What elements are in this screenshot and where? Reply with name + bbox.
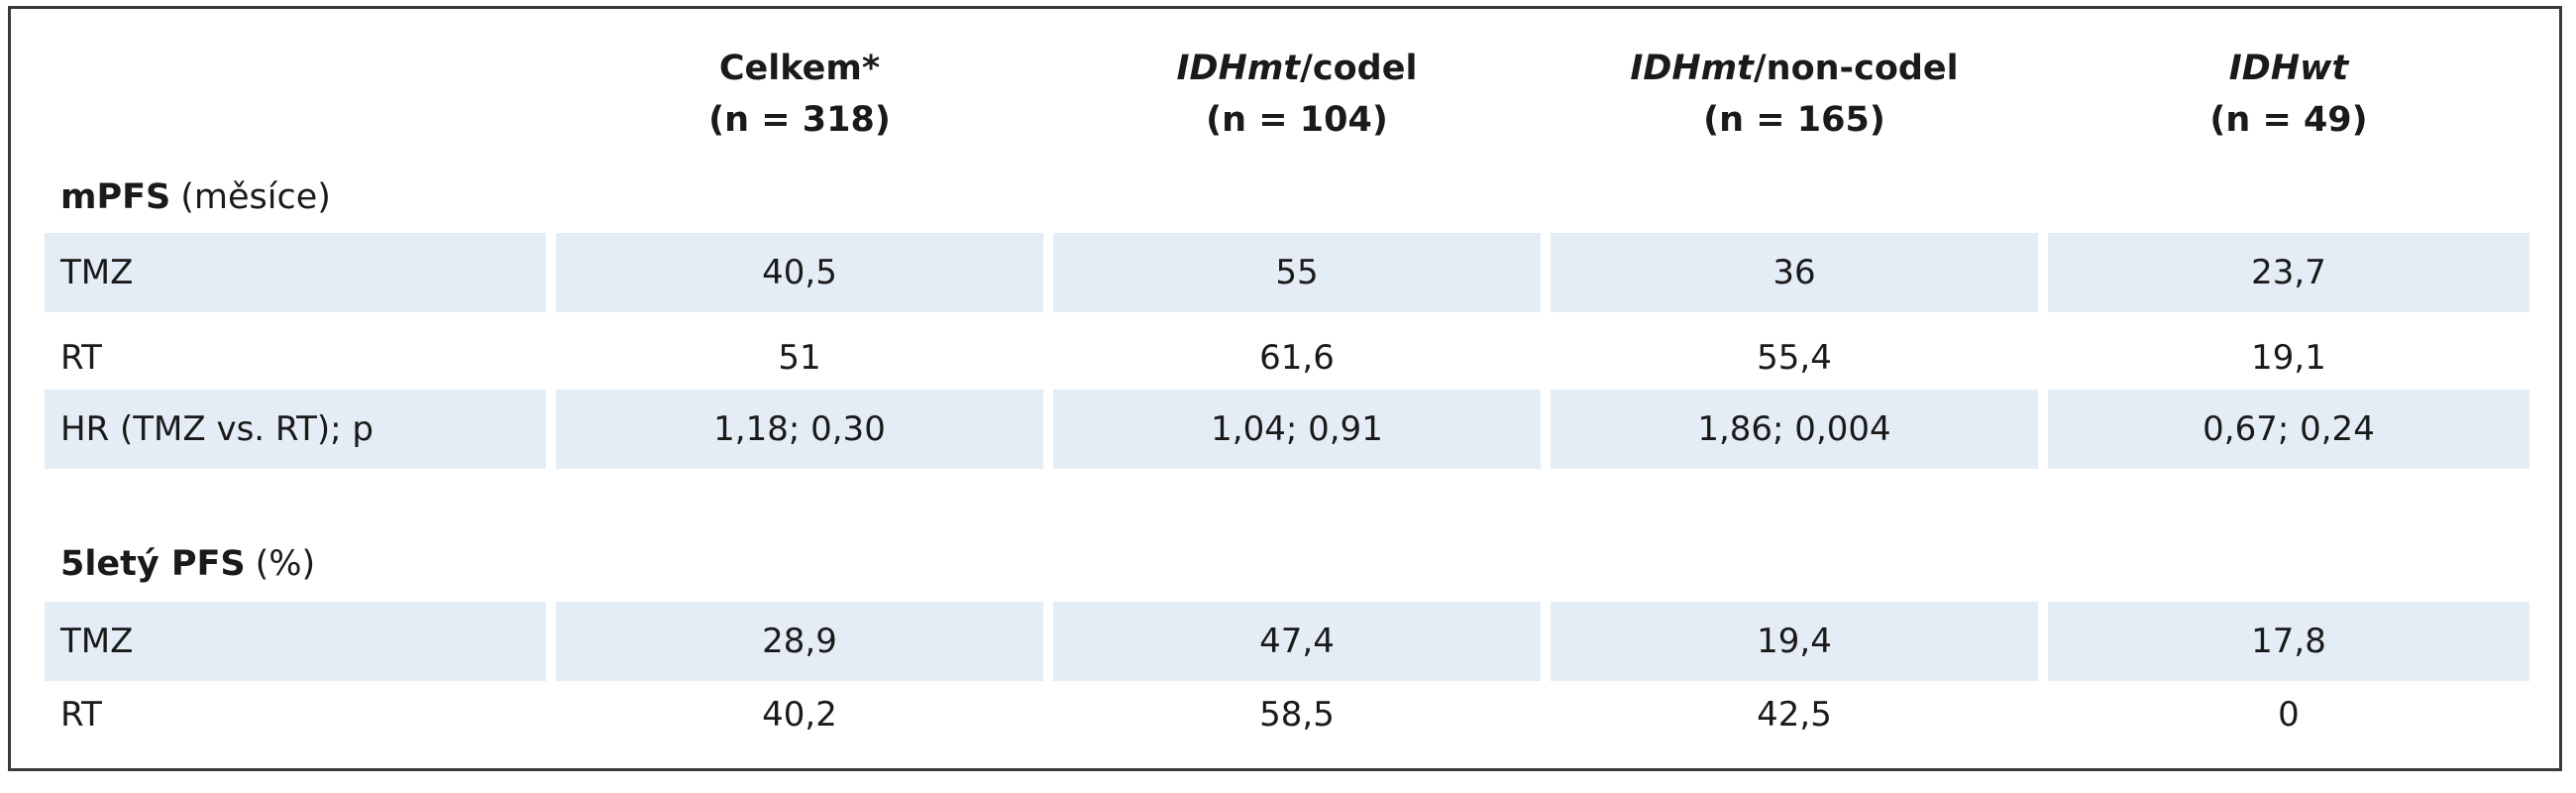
row-label: HR (TMZ vs. RT); p [45, 390, 546, 469]
table-cell: 0,67; 0,24 [2048, 390, 2529, 469]
table-cell: 1,86; 0,004 [1551, 390, 2038, 469]
table-cell: 1,04; 0,91 [1053, 390, 1541, 469]
table-cell: 51 [778, 338, 821, 378]
table-row: TMZ 40,5 55 36 23,7 [45, 233, 2529, 312]
table-cell: 42,5 [1757, 695, 1832, 735]
results-table: Celkem* (n = 318) IDHmt/codel (n = 104) … [45, 9, 2529, 768]
row-label: RT [60, 338, 102, 378]
table-cell: 47,4 [1053, 602, 1541, 681]
table-row: TMZ 28,9 47,4 19,4 17,8 [45, 602, 2529, 681]
row-label: TMZ [45, 602, 546, 681]
table-cell: 55 [1053, 233, 1541, 312]
column-header-idhmt-codel: IDHmt/codel (n = 104) [1053, 35, 1541, 154]
table-frame: Celkem* (n = 318) IDHmt/codel (n = 104) … [8, 6, 2562, 771]
column-header-n: (n = 318) [708, 100, 891, 140]
table-cell: 55,4 [1757, 338, 1832, 378]
table-cell: 0 [2278, 695, 2300, 735]
column-header-n: (n = 49) [2209, 100, 2368, 140]
column-header-n: (n = 104) [1206, 100, 1388, 140]
section-title-mpfs: mPFS (měsíce) [60, 177, 331, 217]
table-cell: 61,6 [1259, 338, 1335, 378]
table-cell: 40,2 [762, 695, 837, 735]
section-title-5lety-pfs: 5letý PFS (%) [60, 544, 316, 584]
table-cell: 23,7 [2048, 233, 2529, 312]
table-cell: 17,8 [2048, 602, 2529, 681]
table-row: HR (TMZ vs. RT); p 1,18; 0,30 1,04; 0,91… [45, 390, 2529, 469]
table-cell: 36 [1551, 233, 2038, 312]
column-header-celkem: Celkem* (n = 318) [556, 35, 1043, 154]
column-header-n: (n = 165) [1703, 100, 1885, 140]
row-label: RT [60, 695, 102, 735]
column-header-idhwt: IDHwt (n = 49) [2048, 35, 2529, 154]
table-row: RT 40,2 58,5 42,5 0 [45, 675, 2529, 754]
table-cell: 28,9 [556, 602, 1043, 681]
table-cell: 19,4 [1551, 602, 2038, 681]
table-cell: 58,5 [1259, 695, 1335, 735]
row-label: TMZ [45, 233, 546, 312]
table-cell: 1,18; 0,30 [556, 390, 1043, 469]
table-cell: 40,5 [556, 233, 1043, 312]
column-header-idhmt-non-codel: IDHmt/non-codel (n = 165) [1551, 35, 2038, 154]
table-cell: 19,1 [2251, 338, 2326, 378]
table-row: RT 51 61,6 55,4 19,1 [45, 318, 2529, 397]
